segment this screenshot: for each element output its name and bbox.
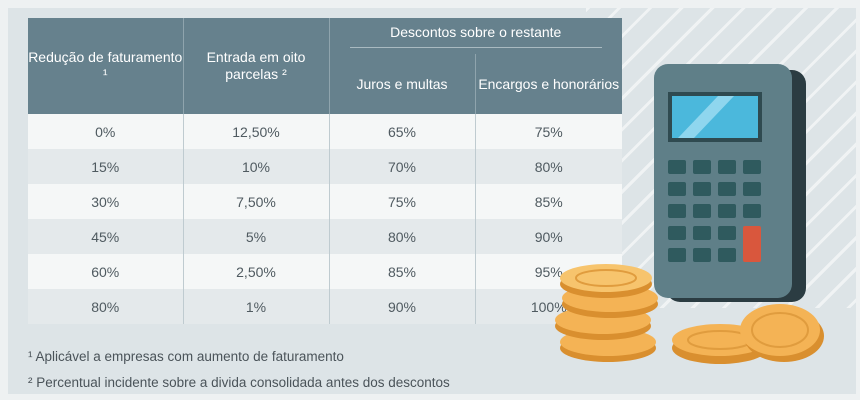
calculator-coins-illustration <box>555 64 824 364</box>
cell-revenue-reduction: 30% <box>28 184 183 219</box>
cell-interest-fines: 65% <box>328 114 475 149</box>
cell-revenue-reduction: 0% <box>28 114 183 149</box>
cell-revenue-reduction: 80% <box>28 289 183 324</box>
cell-down-payment: 10% <box>182 149 329 184</box>
cell-charges-fees: 75% <box>474 114 622 149</box>
discount-table: Redução de faturamento ¹ Entrada em oito… <box>28 18 622 324</box>
header-revenue-reduction: Redução de faturamento ¹ <box>28 18 183 114</box>
cell-interest-fines: 75% <box>328 184 475 219</box>
table-row: 60% 2,50% 85% 95% <box>28 254 622 289</box>
table-row: 80% 1% 90% 100% <box>28 289 622 324</box>
cell-down-payment: 1% <box>182 289 329 324</box>
red-key <box>743 226 761 262</box>
cell-interest-fines: 70% <box>328 149 475 184</box>
calculator-icon <box>654 64 806 302</box>
footnote-2: ² Percentual incidente sobre a divida co… <box>28 375 450 390</box>
footnote-1: ¹ Aplicável a empresas com aumento de fa… <box>28 349 344 364</box>
table-body: 0% 12,50% 65% 75% 15% 10% 70% 80% 30% 7,50% 75% 85%… <box>28 114 622 324</box>
cell-down-payment: 5% <box>182 219 329 254</box>
cell-down-payment: 2,50% <box>182 254 329 289</box>
content-panel: Redução de faturamento ¹ Entrada em oito… <box>8 8 856 394</box>
cell-charges-fees: 90% <box>474 219 622 254</box>
table-row: 0% 12,50% 65% 75% <box>28 114 622 149</box>
cell-charges-fees: 85% <box>474 184 622 219</box>
header-charges-fees: Encargos e honorários <box>474 54 622 114</box>
header-discount-group-label: Descontos sobre o restante <box>390 24 562 40</box>
header-down-payment: Entrada em oito parcelas ² <box>182 18 329 114</box>
cell-down-payment: 7,50% <box>182 184 329 219</box>
cell-revenue-reduction: 15% <box>28 149 183 184</box>
table-row: 30% 7,50% 75% 85% <box>28 184 622 219</box>
table-row: 15% 10% 70% 80% <box>28 149 622 184</box>
coin-stack-icon <box>555 264 824 364</box>
footnotes: ¹ Aplicável a empresas com aumento de fa… <box>28 344 450 394</box>
cell-charges-fees: 80% <box>474 149 622 184</box>
calculator-keys <box>668 160 761 262</box>
header-interest-fines: Juros e multas <box>328 54 475 114</box>
cell-interest-fines: 90% <box>328 289 475 324</box>
group-divider <box>349 47 602 48</box>
cell-down-payment: 12,50% <box>182 114 329 149</box>
table-row: 45% 5% 80% 90% <box>28 219 622 254</box>
cell-revenue-reduction: 60% <box>28 254 183 289</box>
cell-interest-fines: 80% <box>328 219 475 254</box>
cell-interest-fines: 85% <box>328 254 475 289</box>
header-discount-group: Descontos sobre o restante <box>328 18 622 54</box>
cell-revenue-reduction: 45% <box>28 219 183 254</box>
